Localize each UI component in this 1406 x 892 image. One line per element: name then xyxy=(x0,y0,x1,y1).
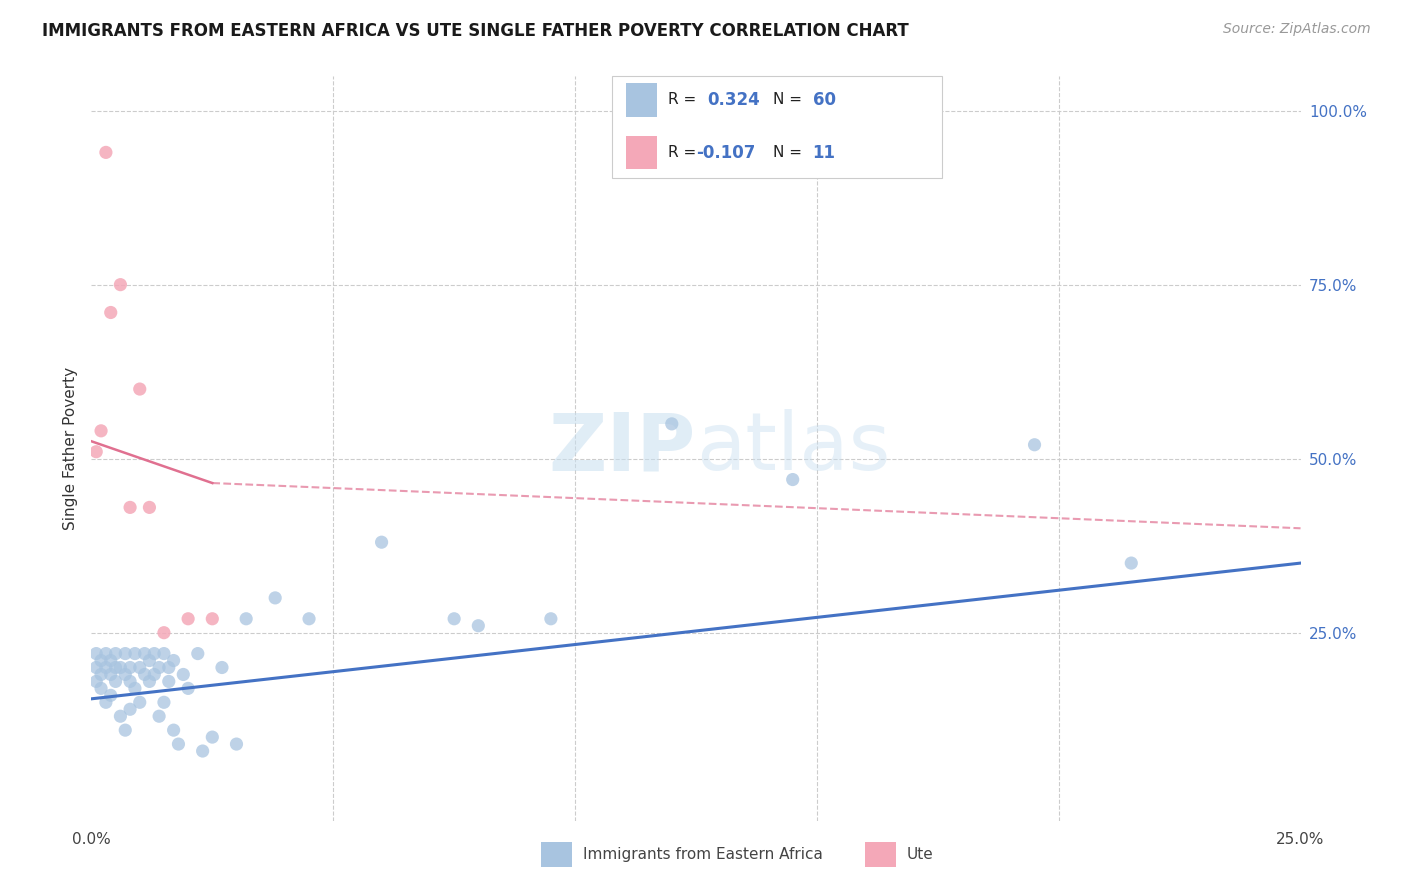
Point xyxy=(94,695,117,709)
Point xyxy=(191,744,214,758)
Point xyxy=(104,660,127,674)
Point xyxy=(128,382,150,396)
Text: 0.324: 0.324 xyxy=(707,91,761,109)
Point xyxy=(201,730,224,744)
Point xyxy=(225,737,247,751)
Point xyxy=(143,647,166,661)
Text: N =: N = xyxy=(773,93,807,107)
Point xyxy=(167,737,190,751)
Point xyxy=(540,612,562,626)
Text: 60: 60 xyxy=(813,91,835,109)
Y-axis label: Single Father Poverty: Single Father Poverty xyxy=(62,367,77,530)
Point xyxy=(110,277,132,292)
Text: Ute: Ute xyxy=(907,847,934,862)
Point xyxy=(162,654,184,668)
Point xyxy=(467,618,489,632)
Point xyxy=(298,612,321,626)
Point xyxy=(1024,438,1046,452)
Point xyxy=(370,535,392,549)
Point xyxy=(177,612,200,626)
Text: Immigrants from Eastern Africa: Immigrants from Eastern Africa xyxy=(583,847,824,862)
Point xyxy=(104,674,127,689)
Point xyxy=(120,660,142,674)
Text: ZIP: ZIP xyxy=(548,409,696,487)
Point xyxy=(162,723,184,738)
Point xyxy=(134,667,156,681)
Point xyxy=(157,674,180,689)
Text: N =: N = xyxy=(773,145,807,160)
Point xyxy=(114,723,136,738)
Text: atlas: atlas xyxy=(696,409,890,487)
Point xyxy=(90,654,112,668)
Point xyxy=(264,591,287,605)
Point xyxy=(128,660,150,674)
Point xyxy=(110,709,132,723)
Point xyxy=(211,660,233,674)
Point xyxy=(94,660,117,674)
Point xyxy=(201,612,224,626)
Text: -0.107: -0.107 xyxy=(696,144,755,161)
Point xyxy=(177,681,200,696)
Point xyxy=(187,647,209,661)
Point xyxy=(100,305,122,319)
Point xyxy=(90,424,112,438)
Point xyxy=(100,689,122,703)
Point xyxy=(84,647,107,661)
Point xyxy=(138,500,160,515)
Point xyxy=(661,417,683,431)
Point xyxy=(100,667,122,681)
Point xyxy=(94,647,117,661)
Point xyxy=(1121,556,1143,570)
Point xyxy=(443,612,465,626)
Point xyxy=(138,674,160,689)
Point xyxy=(148,660,170,674)
Point xyxy=(172,667,194,681)
Point xyxy=(84,674,107,689)
Point xyxy=(120,500,142,515)
Point xyxy=(138,654,160,668)
Point xyxy=(90,681,112,696)
Point xyxy=(100,654,122,668)
Text: Source: ZipAtlas.com: Source: ZipAtlas.com xyxy=(1223,22,1371,37)
Point xyxy=(104,647,127,661)
Point xyxy=(84,444,107,458)
Point xyxy=(235,612,257,626)
Point xyxy=(128,695,150,709)
Point xyxy=(143,667,166,681)
Point xyxy=(114,647,136,661)
Text: IMMIGRANTS FROM EASTERN AFRICA VS UTE SINGLE FATHER POVERTY CORRELATION CHART: IMMIGRANTS FROM EASTERN AFRICA VS UTE SI… xyxy=(42,22,908,40)
Point xyxy=(124,647,146,661)
Point xyxy=(94,145,117,160)
Point xyxy=(153,695,176,709)
Point xyxy=(110,660,132,674)
Point xyxy=(124,681,146,696)
Point xyxy=(153,625,176,640)
Point xyxy=(90,667,112,681)
Point xyxy=(153,647,176,661)
Point xyxy=(84,660,107,674)
Text: R =: R = xyxy=(668,145,702,160)
Point xyxy=(114,667,136,681)
Text: R =: R = xyxy=(668,93,702,107)
Point xyxy=(120,702,142,716)
Point xyxy=(157,660,180,674)
Point xyxy=(120,674,142,689)
Point xyxy=(148,709,170,723)
Text: 11: 11 xyxy=(813,144,835,161)
Point xyxy=(782,473,804,487)
Point xyxy=(134,647,156,661)
